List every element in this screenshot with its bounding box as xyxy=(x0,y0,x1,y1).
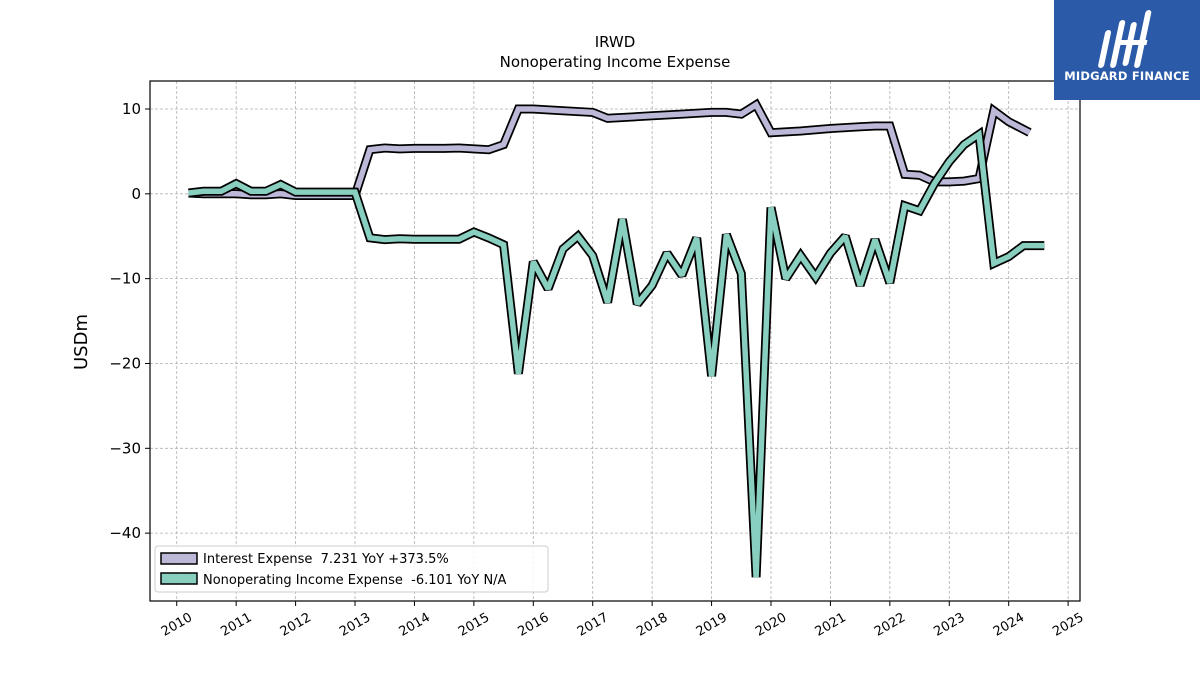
x-tick-label: 2021 xyxy=(813,610,849,640)
chart-title: IRWD xyxy=(595,33,636,51)
series-layer xyxy=(188,98,1045,578)
chart-subtitle: Nonoperating Income Expense xyxy=(500,53,731,71)
x-tick-label: 2011 xyxy=(218,610,254,640)
legend-swatch-nonoperating-income-expense xyxy=(160,572,198,585)
legend-swatch-interest-expense xyxy=(160,552,198,565)
x-tick-label: 2014 xyxy=(397,610,433,640)
y-tick-label: 0 xyxy=(131,185,141,203)
plot-frame xyxy=(149,80,1081,602)
series-line-interest-expense xyxy=(188,100,1031,199)
x-tick-label: 2010 xyxy=(159,610,195,640)
brand-logo: MIDGARD FINANCE xyxy=(1054,0,1200,100)
y-tick-label: −10 xyxy=(109,270,141,288)
legend: Interest Expense 7.231 YoY +373.5% Nonop… xyxy=(154,545,549,593)
x-tick-label: 2018 xyxy=(634,610,670,640)
y-axis-label: USDm xyxy=(71,314,92,370)
x-tick-label: 2016 xyxy=(515,610,551,640)
x-tick-label: 2024 xyxy=(991,610,1027,640)
x-tick-label: 2019 xyxy=(694,610,730,640)
y-tick-label: −30 xyxy=(109,439,141,457)
series-line-nonoperating-income-expense xyxy=(188,129,1045,578)
legend-label-interest-expense: Interest Expense 7.231 YoY +373.5% xyxy=(203,552,449,567)
y-tick-label: 10 xyxy=(122,100,141,118)
legend-box xyxy=(154,545,549,593)
x-tick-label: 2017 xyxy=(575,610,611,640)
x-tick-label: 2020 xyxy=(753,610,789,640)
x-tick-label: 2013 xyxy=(337,610,373,640)
y-tick-label: −20 xyxy=(109,354,141,372)
x-tick-label: 2015 xyxy=(456,610,492,640)
series-outline-nonoperating-income-expense xyxy=(188,126,1045,578)
y-tick-label: −40 xyxy=(109,524,141,542)
x-tick-label: 2012 xyxy=(278,610,314,640)
x-tick-label: 2023 xyxy=(931,610,967,640)
grid-lines xyxy=(150,81,1080,601)
brand-mark-icon xyxy=(1098,10,1152,68)
legend-label-nonoperating-income-expense: Nonoperating Income Expense -6.101 YoY N… xyxy=(203,573,507,588)
x-tick-label: 2025 xyxy=(1050,610,1086,640)
x-tick-label: 2022 xyxy=(872,610,908,640)
brand-logo-text: MIDGARD FINANCE xyxy=(1064,69,1190,83)
